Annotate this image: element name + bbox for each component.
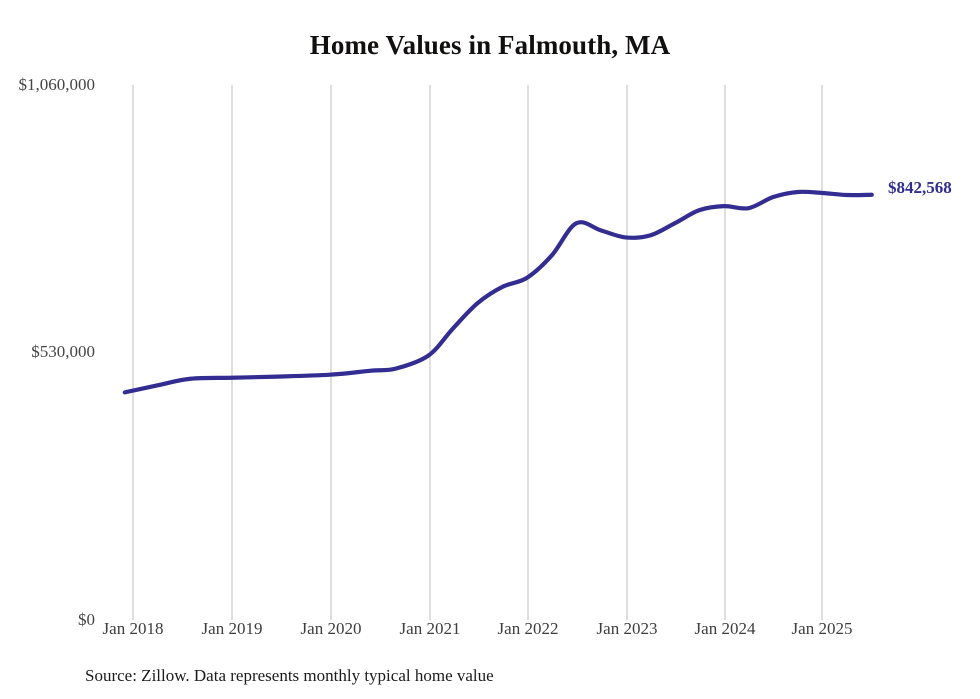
y-axis-tick-zero: $0 xyxy=(78,610,95,629)
x-axis-tick-jan-2024: Jan 2024 xyxy=(694,619,756,638)
x-axis-tick-jan-2019: Jan 2019 xyxy=(201,619,263,638)
end-value-annotation: $842,568 xyxy=(888,178,952,197)
x-axis-tick-jan-2022: Jan 2022 xyxy=(497,619,559,638)
x-axis-tick-jan-2025: Jan 2025 xyxy=(791,619,853,638)
page-title: Home Values in Falmouth, MA xyxy=(309,30,671,60)
y-axis-tick-mid: $530,000 xyxy=(31,342,95,361)
x-axis-tick-jan-2023: Jan 2023 xyxy=(596,619,658,638)
gridlines xyxy=(132,85,823,620)
y-axis-tick-top: $1,060,000 xyxy=(18,75,96,94)
source-note: Source: Zillow. Data represents monthly … xyxy=(85,666,494,685)
x-axis-tick-jan-2021: Jan 2021 xyxy=(399,619,461,638)
x-axis-tick-jan-2020: Jan 2020 xyxy=(300,619,362,638)
data-line xyxy=(122,189,874,395)
x-axis-tick-jan-2018: Jan 2018 xyxy=(102,619,164,638)
